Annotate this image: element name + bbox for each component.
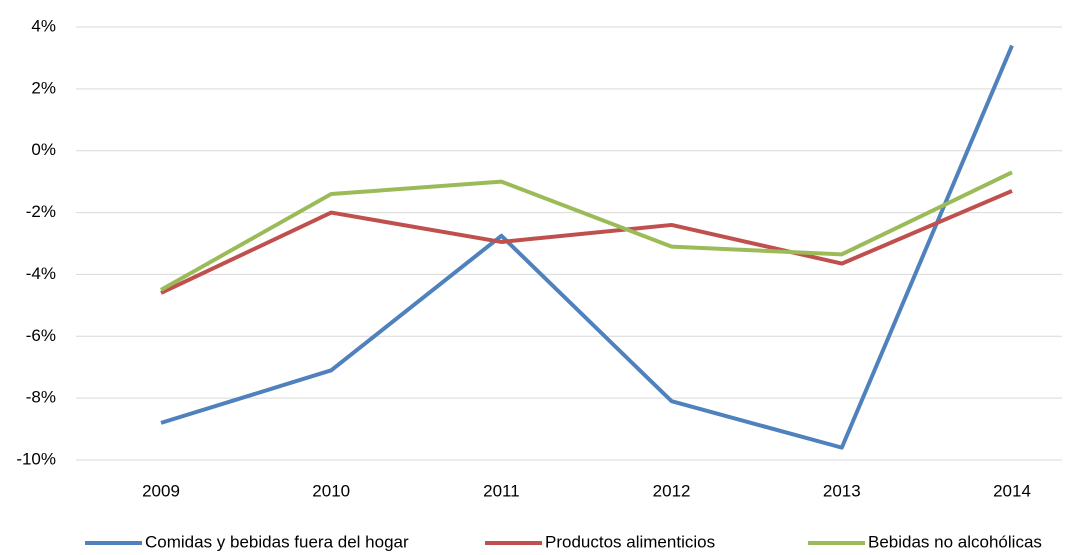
x-tick-label: 2013 bbox=[823, 481, 861, 500]
legend-label: Comidas y bebidas fuera del hogar bbox=[145, 532, 409, 551]
x-tick-label: 2014 bbox=[993, 481, 1031, 500]
y-tick-label: -4% bbox=[26, 264, 56, 283]
x-tick-label: 2009 bbox=[142, 481, 180, 500]
x-tick-label: 2010 bbox=[312, 481, 350, 500]
y-tick-label: -8% bbox=[26, 388, 56, 407]
series-line bbox=[160, 189, 1013, 295]
series-line bbox=[160, 44, 1014, 450]
y-tick-label: -6% bbox=[26, 326, 56, 345]
y-tick-label: 0% bbox=[31, 140, 56, 159]
y-tick-label: -2% bbox=[26, 202, 56, 221]
y-tick-label: 2% bbox=[31, 78, 56, 97]
y-tick-label: -10% bbox=[16, 449, 56, 468]
x-tick-label: 2012 bbox=[653, 481, 691, 500]
x-tick-label: 2011 bbox=[483, 481, 520, 500]
y-tick-label: 4% bbox=[31, 16, 56, 35]
legend-label: Productos alimenticios bbox=[545, 532, 715, 551]
legend-label: Bebidas no alcohólicas bbox=[868, 532, 1042, 551]
series-line bbox=[160, 170, 1013, 292]
